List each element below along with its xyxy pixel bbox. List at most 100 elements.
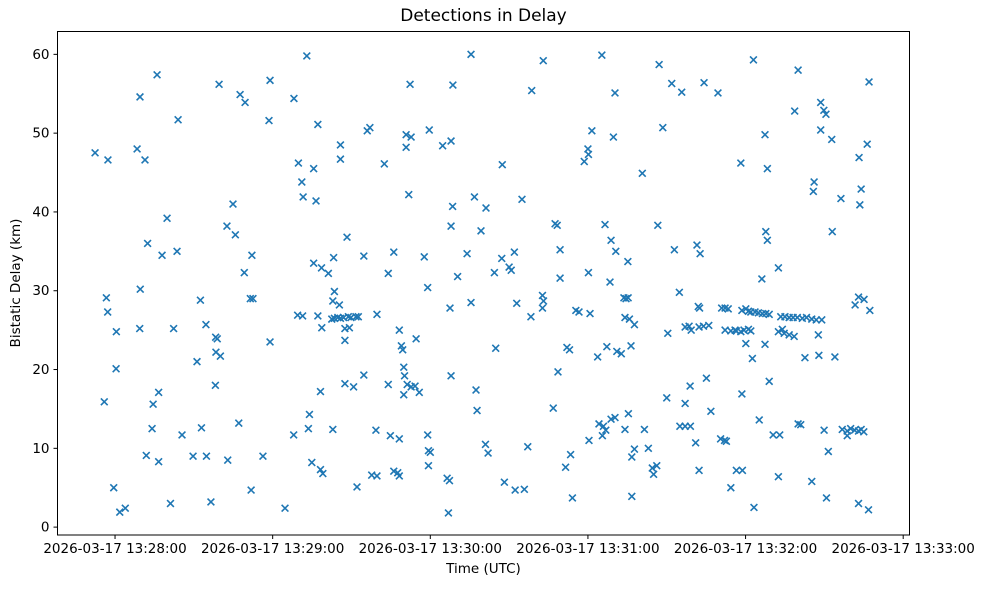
data-point-marker xyxy=(744,307,753,316)
data-point-marker xyxy=(444,508,453,517)
data-point-marker xyxy=(612,347,621,356)
data-point-marker xyxy=(340,379,349,388)
data-point-marker xyxy=(169,324,178,333)
chart-title: Detections in Delay xyxy=(400,6,567,26)
data-point-marker xyxy=(193,357,201,366)
data-point-marker xyxy=(189,452,198,461)
data-point-marker xyxy=(395,434,404,443)
data-point-marker xyxy=(216,352,225,361)
data-point-marker xyxy=(112,327,121,336)
data-point-marker xyxy=(586,309,594,318)
data-point-marker xyxy=(329,253,338,262)
data-point-marker xyxy=(774,472,783,481)
axes-frame xyxy=(57,31,910,536)
data-point-marker xyxy=(309,164,318,173)
data-point-marker xyxy=(622,294,630,303)
data-point-marker xyxy=(732,466,741,475)
data-point-marker xyxy=(148,424,157,433)
data-point-marker xyxy=(761,227,770,236)
data-point-marker xyxy=(447,222,456,231)
data-point-marker xyxy=(166,499,175,508)
data-point-marker xyxy=(714,88,722,97)
data-point-marker xyxy=(498,160,507,169)
data-point-marker xyxy=(585,436,593,445)
data-point-marker xyxy=(741,339,750,348)
data-point-marker xyxy=(695,304,704,313)
data-point-marker xyxy=(653,221,662,230)
data-point-marker xyxy=(173,247,182,256)
data-point-marker xyxy=(399,363,408,372)
data-point-marker xyxy=(404,190,413,199)
data-point-marker xyxy=(312,196,320,205)
data-point-marker xyxy=(724,304,733,313)
x-tick-label: 2026-03-17 13:33:00 xyxy=(831,541,974,557)
x-tick-label: 2026-03-17 13:31:00 xyxy=(516,541,659,557)
y-tick-label: 10 xyxy=(32,441,49,457)
data-point-marker xyxy=(143,239,152,248)
data-point-marker xyxy=(611,88,619,97)
data-point-marker xyxy=(447,137,456,145)
data-point-marker xyxy=(765,377,774,386)
data-point-marker xyxy=(561,463,570,472)
data-point-marker xyxy=(865,77,874,86)
data-point-marker xyxy=(415,388,424,397)
data-point-marker xyxy=(704,321,713,330)
data-point-marker xyxy=(681,399,690,408)
data-point-marker xyxy=(447,371,456,380)
data-point-marker xyxy=(328,297,337,305)
data-point-marker xyxy=(687,326,696,335)
data-point-marker xyxy=(340,336,349,345)
data-point-marker xyxy=(438,141,447,150)
data-point-marker xyxy=(206,497,215,506)
data-point-marker xyxy=(373,310,381,319)
data-point-marker xyxy=(602,342,611,351)
data-point-marker xyxy=(828,227,837,236)
data-point-marker xyxy=(229,200,237,209)
data-point-marker xyxy=(814,351,823,360)
data-point-marker xyxy=(265,116,273,125)
data-point-marker xyxy=(423,283,432,292)
data-point-marker xyxy=(807,477,816,486)
data-point-marker xyxy=(836,194,845,203)
data-point-marker xyxy=(142,451,151,460)
data-point-marker xyxy=(507,266,516,275)
data-point-marker xyxy=(765,310,774,319)
data-point-marker xyxy=(822,494,831,502)
data-point-marker xyxy=(802,313,811,322)
data-point-marker xyxy=(215,80,224,89)
data-point-marker xyxy=(774,263,783,272)
data-point-marker xyxy=(373,471,381,480)
data-point-marker xyxy=(663,329,672,338)
data-point-marker xyxy=(821,110,830,119)
data-point-marker xyxy=(855,200,864,209)
data-point-marker xyxy=(294,159,303,168)
data-point-marker xyxy=(685,322,694,331)
data-point-marker xyxy=(302,51,311,60)
data-point-marker xyxy=(307,458,316,467)
data-point-marker xyxy=(135,324,144,333)
data-point-marker xyxy=(553,221,562,230)
data-point-marker xyxy=(313,120,322,129)
data-point-marker xyxy=(100,397,109,406)
data-point-marker xyxy=(611,247,620,256)
data-point-marker xyxy=(855,153,864,162)
data-point-marker xyxy=(299,193,308,201)
data-point-marker xyxy=(568,494,577,502)
data-point-marker xyxy=(395,326,404,335)
data-point-marker xyxy=(820,426,829,435)
data-point-marker xyxy=(859,427,868,436)
data-point-marker xyxy=(231,230,240,239)
y-tick-label: 20 xyxy=(32,362,49,378)
data-point-marker xyxy=(769,430,778,439)
data-point-marker xyxy=(153,70,162,79)
data-point-marker xyxy=(304,424,313,433)
data-point-marker xyxy=(345,323,354,332)
data-point-marker xyxy=(309,259,318,268)
data-point-marker xyxy=(258,452,267,461)
data-point-marker xyxy=(316,387,325,396)
data-point-marker xyxy=(655,60,664,69)
data-point-marker xyxy=(587,126,596,135)
data-point-marker xyxy=(289,430,298,439)
data-point-marker xyxy=(648,464,657,472)
data-point-marker xyxy=(749,55,758,64)
